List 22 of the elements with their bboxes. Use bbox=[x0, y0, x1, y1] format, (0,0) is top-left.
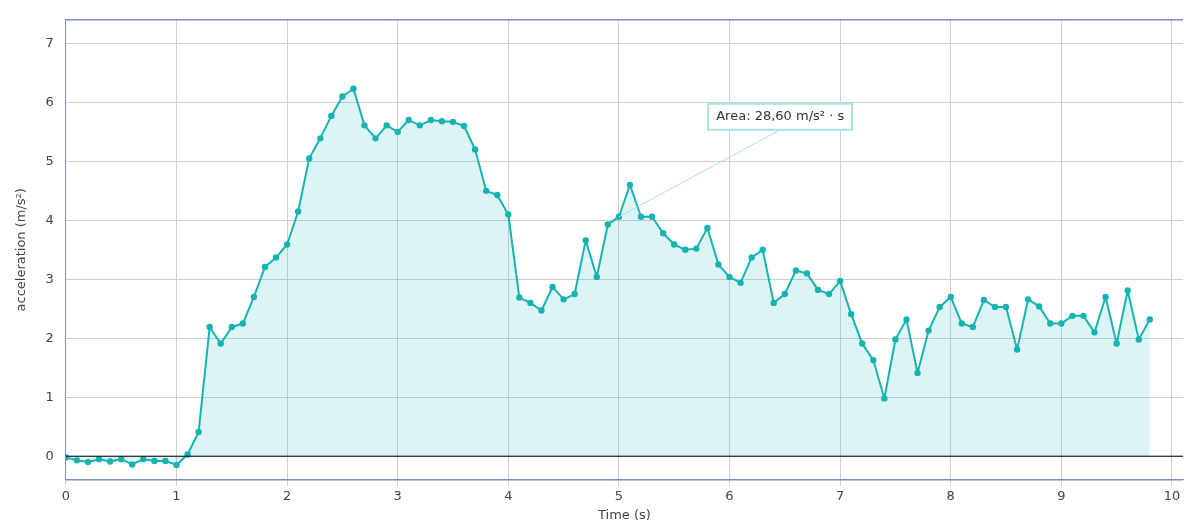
x-tick-label: 6 bbox=[725, 487, 734, 503]
x-tick-label: 4 bbox=[504, 487, 513, 503]
y-tick-label: 7 bbox=[45, 34, 54, 50]
x-tick-label: 9 bbox=[1057, 487, 1066, 503]
y-axis-title: acceleration (m/s²) bbox=[13, 188, 29, 312]
y-tick-label: 6 bbox=[45, 93, 54, 109]
x-tick-label: 2 bbox=[282, 487, 292, 503]
y-tick-label: 5 bbox=[45, 152, 54, 168]
x-tick-label: 5 bbox=[614, 487, 624, 503]
x-tick-label: 8 bbox=[946, 487, 955, 503]
x-tick-label: 0 bbox=[61, 487, 71, 503]
y-tick-label: 0 bbox=[45, 447, 54, 463]
x-tick-label: 10 bbox=[1163, 487, 1181, 503]
y-tick-label: 2 bbox=[45, 329, 54, 345]
y-tick-label: 1 bbox=[45, 388, 54, 404]
annotation: Area: 28,60 m/s² · s bbox=[716, 108, 845, 124]
x-tick-label: 1 bbox=[172, 487, 181, 503]
x-tick-label: 3 bbox=[393, 487, 402, 503]
x-axis-title: Time (s) bbox=[597, 506, 651, 522]
y-tick-label: 3 bbox=[45, 270, 54, 286]
y-tick-label: 4 bbox=[45, 211, 54, 227]
x-tick-label: 7 bbox=[835, 487, 845, 503]
